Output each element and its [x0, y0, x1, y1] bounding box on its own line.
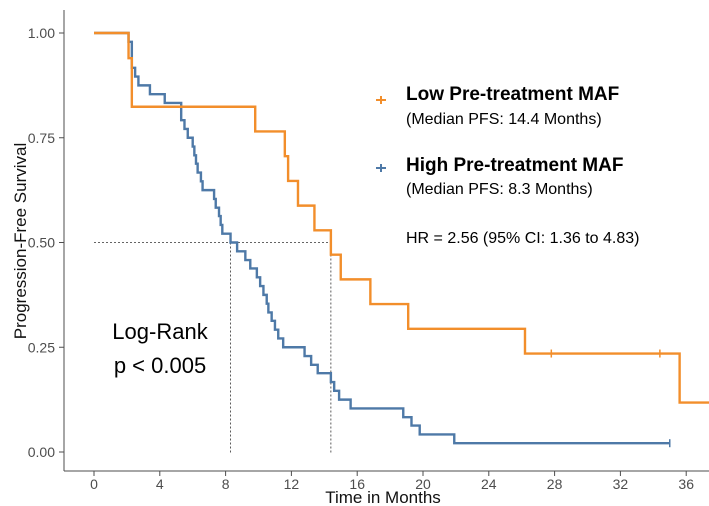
y-axis-title: Progression-Free Survival: [11, 143, 30, 340]
y-tick-label: 0.75: [28, 130, 55, 146]
x-tick-label: 4: [156, 476, 164, 492]
x-tick-label: 16: [349, 476, 365, 492]
x-tick-label: 36: [678, 476, 694, 492]
curve-high-maf: [94, 31, 670, 445]
legend: Low Pre-treatment MAF (Median PFS: 14.4 …: [376, 84, 623, 198]
y-tick-label: 0.00: [28, 444, 55, 460]
legend-item-low: Low Pre-treatment MAF (Median PFS: 14.4 …: [376, 84, 619, 128]
y-ticks: 0.00 0.25 0.50 0.75 1.00: [28, 25, 64, 460]
x-axis-title: Time in Months: [325, 488, 441, 506]
logrank-p-value: p < 0.005: [114, 353, 206, 378]
x-tick-label: 24: [481, 476, 497, 492]
legend-label-low: Low Pre-treatment MAF: [406, 84, 619, 105]
legend-item-high: High Pre-treatment MAF (Median PFS: 8.3 …: [376, 155, 623, 198]
legend-label-high: High Pre-treatment MAF: [406, 155, 623, 176]
y-tick-label: 0.25: [28, 339, 55, 355]
y-tick-label: 0.50: [28, 235, 55, 251]
legend-subtitle-high: (Median PFS: 8.3 Months): [406, 181, 593, 198]
axes: 0 4 8 12 16 20 24 28 32 36 0.00 0.25 0.50 0.75 1.00: [28, 10, 709, 492]
x-tick-label: 0: [90, 476, 98, 492]
survival-curves: [94, 31, 709, 448]
y-tick-label: 1.00: [28, 25, 55, 41]
x-tick-label: 8: [222, 476, 230, 492]
curve-low-maf: [94, 31, 709, 404]
legend-subtitle-low: (Median PFS: 14.4 Months): [406, 111, 602, 128]
logrank-title: Log-Rank: [112, 319, 208, 344]
x-tick-label: 28: [547, 476, 563, 492]
x-tick-label: 12: [284, 476, 300, 492]
median-reference-lines: [94, 242, 332, 455]
hazard-ratio-annotation: HR = 2.56 (95% CI: 1.36 to 4.83): [406, 230, 639, 247]
x-tick-label: 20: [415, 476, 431, 492]
x-tick-label: 32: [613, 476, 629, 492]
x-ticks: 0 4 8 12 16 20 24 28 32 36: [90, 471, 694, 492]
